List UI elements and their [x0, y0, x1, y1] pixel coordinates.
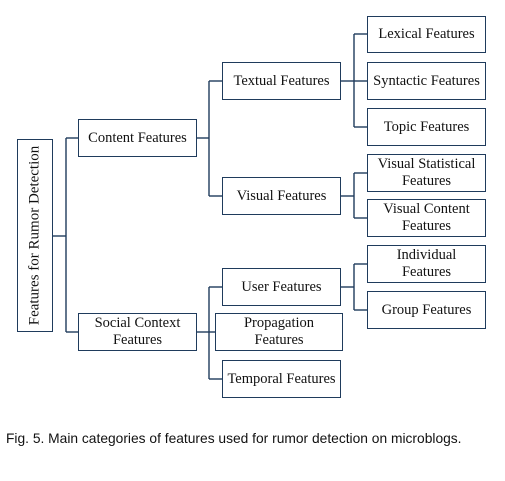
node-lexical-features: Lexical Features: [367, 16, 486, 53]
node-content-features-label: Content Features: [88, 129, 187, 146]
node-lexical-features-label: Lexical Features: [378, 26, 475, 42]
node-group-features-label: Group Features: [381, 301, 472, 318]
node-propagation-features: Propagation Features: [215, 313, 343, 351]
node-individual-features: Individual Features: [367, 245, 486, 283]
node-syntactic-features: Syntactic Features: [367, 62, 486, 100]
figure-caption: Fig. 5. Main categories of features used…: [6, 431, 462, 446]
node-textual-features-label: Textual Features: [233, 72, 330, 89]
feature-hierarchy-diagram: Features for Rumor Detection Content Fea…: [17, 16, 486, 398]
node-content-features: Content Features: [78, 119, 197, 157]
node-social-context-features: Social Context Features: [78, 313, 197, 351]
node-temporal-features: Temporal Features: [222, 360, 341, 398]
node-individual-features-label: Individual Features: [396, 247, 457, 280]
node-visual-features-label: Visual Features: [236, 187, 327, 204]
node-social-context-features-label: Social Context Features: [94, 315, 181, 348]
node-visual-content-features-label: Visual Content Features: [383, 201, 470, 234]
node-user-features: User Features: [222, 268, 341, 306]
root-node-label: Features for Rumor Detection: [26, 145, 43, 326]
node-user-features-label: User Features: [241, 278, 322, 295]
node-visual-statistical-features: Visual Statistical Features: [367, 154, 486, 192]
node-syntactic-features-label: Syntactic Features: [373, 72, 480, 89]
node-visual-features: Visual Features: [222, 177, 341, 215]
node-temporal-features-label: Temporal Features: [227, 370, 336, 387]
node-propagation-features-label: Propagation Features: [243, 315, 315, 348]
connector-lines: [53, 33, 367, 380]
node-visual-content-features: Visual Content Features: [367, 199, 486, 237]
node-visual-statistical-features-label: Visual Statistical Features: [377, 156, 476, 189]
node-group-features: Group Features: [367, 291, 486, 329]
node-topic-features-label: Topic Features: [383, 118, 470, 135]
root-node-features-for-rumor-detection: Features for Rumor Detection: [17, 139, 53, 332]
node-topic-features: Topic Features: [367, 108, 486, 146]
node-textual-features: Textual Features: [222, 62, 341, 100]
